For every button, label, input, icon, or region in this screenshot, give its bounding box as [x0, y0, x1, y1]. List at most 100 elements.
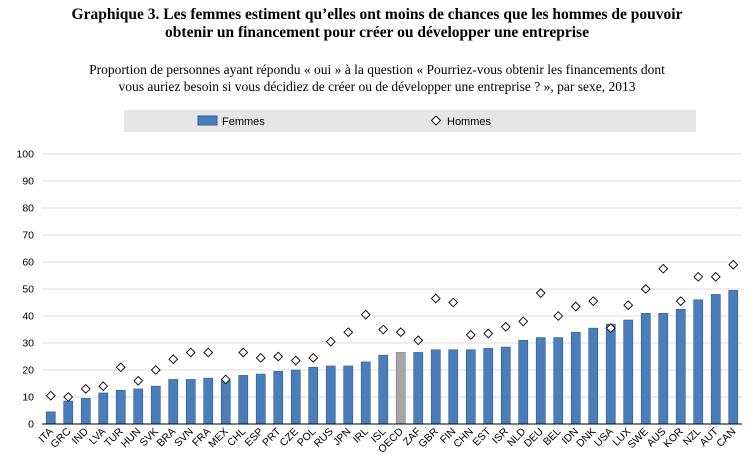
bar-bra — [168, 379, 179, 425]
hommes-marker-rus — [325, 336, 336, 347]
x-tick-label: CAN — [714, 426, 738, 450]
bar-fin — [448, 349, 459, 425]
hommes-marker-est — [483, 328, 494, 339]
y-tick-label: 40 — [22, 311, 34, 323]
bar-oecd — [395, 352, 406, 425]
bar-dnk — [588, 327, 599, 425]
x-tick-label: IRL — [351, 426, 371, 446]
hommes-marker-cze — [290, 355, 301, 366]
hommes-marker-aut — [710, 271, 721, 282]
hommes-marker-fin — [448, 297, 459, 308]
hommes-marker-svn — [185, 347, 196, 358]
bar-kor — [675, 308, 686, 425]
hommes-marker-lux — [623, 300, 634, 311]
y-tick-label: 10 — [22, 392, 34, 404]
y-tick-label: 100 — [16, 149, 34, 161]
bar-rus — [325, 365, 336, 425]
bar-tur — [115, 389, 126, 425]
bar-deu — [535, 337, 546, 425]
legend: Femmes Hommes — [124, 110, 696, 132]
bar-fra — [203, 377, 214, 425]
bar-idn — [570, 331, 581, 425]
y-tick-label: 60 — [22, 257, 34, 269]
bar-aus — [658, 312, 669, 425]
bar-pol — [308, 366, 319, 425]
bar-svn — [185, 379, 196, 425]
hommes-marker-kor — [675, 296, 686, 307]
bar-nld — [518, 339, 529, 425]
bar-isl — [378, 354, 389, 425]
hommes-markers — [45, 259, 739, 402]
hommes-marker-esp — [255, 352, 266, 363]
x-axis-ticks: ITAGRCINDLVATURHUNSVKBRASVNFRAMEXCHLESPP… — [36, 425, 738, 455]
legend-band — [124, 110, 696, 132]
legend-swatch-femmes — [197, 115, 218, 126]
legend-label-hommes: Hommes — [447, 116, 492, 128]
bar-can — [728, 290, 739, 425]
hommes-marker-lva — [98, 381, 109, 392]
bar-chl — [238, 375, 249, 425]
y-tick-label: 0 — [28, 419, 34, 431]
hommes-marker-pol — [308, 352, 319, 363]
hommes-marker-isl — [378, 324, 389, 335]
y-tick-label: 90 — [22, 176, 34, 188]
bar-prt — [273, 371, 284, 425]
bar-hun — [133, 388, 144, 425]
hommes-marker-oecd — [395, 327, 406, 338]
hommes-marker-chl — [238, 347, 249, 358]
bar-mex — [220, 380, 231, 425]
hommes-marker-aus — [658, 263, 669, 274]
bar-zaf — [413, 352, 424, 425]
y-tick-label: 70 — [22, 230, 34, 242]
hommes-marker-ind — [80, 383, 91, 394]
hommes-marker-isr — [500, 321, 511, 332]
hommes-marker-mex — [220, 374, 231, 385]
hommes-marker-idn — [570, 301, 581, 312]
hommes-marker-dnk — [588, 296, 599, 307]
bar-chn — [465, 349, 476, 425]
hommes-marker-prt — [273, 351, 284, 362]
bar-ita — [45, 411, 56, 425]
bar-aut — [710, 294, 721, 425]
gridlines — [42, 153, 742, 425]
legend-label-femmes: Femmes — [222, 116, 265, 128]
y-tick-label: 50 — [22, 284, 34, 296]
bar-jpn — [343, 365, 354, 425]
x-tick-label: IND — [70, 425, 92, 447]
hommes-marker-tur — [115, 362, 126, 373]
y-tick-label: 20 — [22, 365, 34, 377]
hommes-marker-zaf — [413, 335, 424, 346]
chart-title-line-1: Graphique 3. Les femmes estiment qu’elle… — [71, 6, 683, 23]
hommes-marker-deu — [535, 288, 546, 298]
bar-irl — [360, 361, 371, 425]
legend-marker-hommes — [430, 115, 442, 126]
hommes-marker-bel — [553, 311, 564, 321]
chart-subtitle: Proportion de personnes ayant répondu « … — [0, 61, 754, 95]
y-tick-label: 80 — [22, 203, 34, 215]
chart-subtitle-line-1: Proportion de personnes ayant répondu « … — [89, 62, 665, 77]
hommes-marker-can — [728, 259, 739, 270]
bar-lux — [623, 319, 634, 425]
bar-bel — [553, 337, 564, 425]
bar-isr — [500, 346, 511, 425]
chart-title: Graphique 3. Les femmes estiment qu’elle… — [0, 6, 754, 42]
bar-grc — [63, 400, 74, 425]
y-tick-label: 30 — [22, 338, 34, 350]
y-axis-ticks: 0 10 20 30 40 50 60 70 80 90 100 — [16, 149, 34, 431]
hommes-marker-gbr — [430, 293, 441, 304]
hommes-marker-svk — [150, 365, 161, 375]
hommes-marker-irl — [360, 309, 371, 320]
bar-est — [483, 348, 494, 425]
hommes-marker-usa — [605, 323, 616, 334]
bar-esp — [255, 373, 266, 425]
bar-usa — [605, 323, 616, 425]
bar-swe — [640, 312, 651, 425]
hommes-marker-bra — [168, 354, 179, 365]
hommes-marker-ita — [45, 390, 56, 401]
bar-lva — [98, 392, 109, 425]
femmes-bars — [45, 290, 739, 425]
hommes-marker-chn — [465, 329, 476, 340]
hommes-marker-fra — [203, 347, 214, 358]
hommes-marker-nzl — [693, 271, 704, 282]
hommes-marker-jpn — [343, 327, 354, 338]
